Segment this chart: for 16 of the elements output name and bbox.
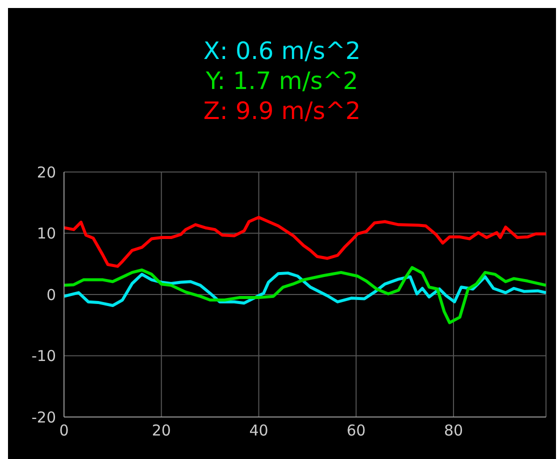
y-tick-label: 0 [46, 286, 56, 304]
x-tick-label: 20 [152, 422, 171, 440]
text: Y: 1.7 m/s^2 [204, 66, 360, 96]
line-series [64, 272, 546, 308]
x-tick-label: 0 [59, 422, 69, 440]
y-tick-label: -20 [32, 408, 56, 426]
line-series [64, 266, 546, 324]
line-series [64, 216, 546, 268]
y-tick-label: -10 [32, 347, 56, 366]
x-tick-label: 40 [249, 422, 268, 440]
x-tick-label: 60 [346, 422, 366, 440]
text: Z: 9.9 m/s^2 [202, 96, 362, 126]
y-tick-label: 10 [36, 224, 56, 243]
y-tick-label: 20 [36, 163, 56, 182]
text: X: 0.6 m/s^2 [202, 36, 362, 66]
x-tick-label: 80 [444, 422, 464, 440]
